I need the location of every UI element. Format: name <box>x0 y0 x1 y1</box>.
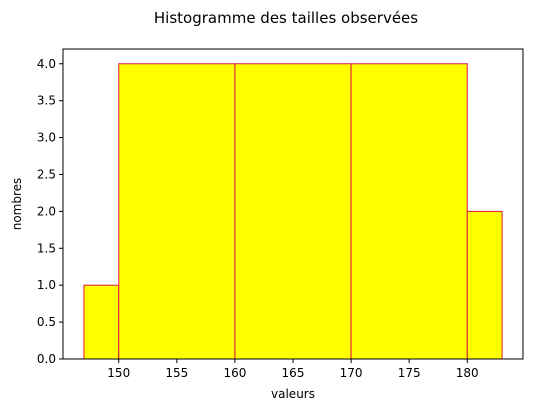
y-tick-label: 3.0 <box>37 131 56 145</box>
x-tick-label: 150 <box>107 366 130 380</box>
y-tick-label: 3.5 <box>37 94 56 108</box>
x-tick-label: 165 <box>282 366 305 380</box>
x-tick-label: 170 <box>340 366 363 380</box>
y-axis-ticks: 0.0 0.5 1.0 1.5 2.0 2.5 3.0 3.5 4.0 <box>37 57 63 366</box>
y-tick-label: 1.5 <box>37 241 56 255</box>
histogram-bar-2 <box>234 63 352 360</box>
bars-group <box>83 63 503 360</box>
chart-title: Histogramme des tailles observées <box>154 9 418 27</box>
y-axis-label: nombres <box>10 178 24 231</box>
x-axis-ticks: 150 155 160 165 170 175 180 <box>107 359 479 380</box>
histogram-bar-4 <box>466 210 503 360</box>
x-tick-label: 155 <box>165 366 188 380</box>
x-axis-label: valeurs <box>271 387 315 401</box>
x-tick-label: 160 <box>223 366 246 380</box>
histogram-bar-0 <box>83 284 120 360</box>
y-tick-label: 1.0 <box>37 278 56 292</box>
y-tick-label: 4.0 <box>37 57 56 71</box>
histogram-bar-3 <box>350 63 468 360</box>
y-tick-label: 2.5 <box>37 167 56 181</box>
y-tick-label: 2.0 <box>37 204 56 218</box>
y-tick-label: 0.5 <box>37 315 56 329</box>
x-tick-label: 180 <box>456 366 479 380</box>
x-tick-label: 175 <box>398 366 421 380</box>
y-tick-label: 0.0 <box>37 352 56 366</box>
histogram-bar-1 <box>118 63 236 360</box>
